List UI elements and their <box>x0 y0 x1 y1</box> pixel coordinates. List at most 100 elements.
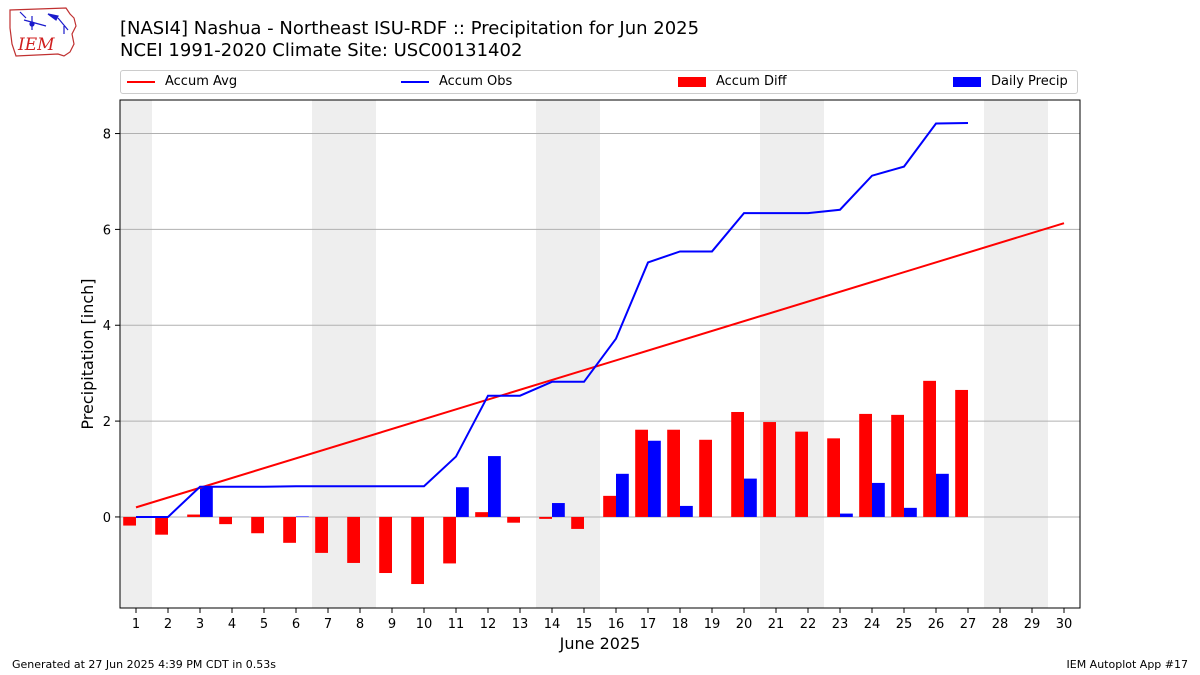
accum-diff-bar <box>187 514 200 517</box>
footer-app-id: IEM Autoplot App #17 <box>1066 658 1189 671</box>
x-tick-label: 21 <box>768 617 785 632</box>
daily-precip-bar <box>648 440 661 517</box>
accum-obs-line <box>136 122 969 518</box>
x-tick-label: 10 <box>416 617 433 632</box>
legend-item-accum-diff: Accum Diff <box>678 74 787 90</box>
weekend-shade-day-22 <box>792 100 824 608</box>
x-tick-label: 12 <box>480 617 497 632</box>
x-tick-label: 20 <box>736 617 753 632</box>
accum-diff-bar <box>475 512 488 517</box>
accum-diff-bar <box>795 431 808 517</box>
x-tick-label: 5 <box>260 617 268 632</box>
accum-diff-bar <box>667 429 680 517</box>
accum-diff-bar <box>315 516 328 553</box>
daily-precip-bar <box>872 482 885 517</box>
x-tick-label: 7 <box>324 617 332 632</box>
chart-title-line2: NCEI 1991-2020 Climate Site: USC00131402 <box>120 40 523 61</box>
legend-swatch-daily-precip <box>953 76 981 87</box>
accum-diff-bar <box>891 414 904 517</box>
daily-precip-bar <box>840 513 853 517</box>
daily-precip-bar <box>744 478 757 517</box>
x-tick-label: 19 <box>704 617 721 632</box>
daily-precip-bar <box>296 516 309 517</box>
accum-diff-bar <box>155 516 168 535</box>
accum-diff-bar <box>603 495 616 517</box>
daily-precip-bar <box>936 473 949 517</box>
legend-label-accum-obs: Accum Obs <box>439 74 513 89</box>
accum-diff-bar <box>635 429 648 517</box>
daily-precip-bar <box>904 507 917 517</box>
daily-precip-bar <box>456 487 469 517</box>
weekend-shade-day-29 <box>1016 100 1048 608</box>
x-tick-label: 15 <box>576 617 593 632</box>
y-axis-label: Precipitation [inch] <box>78 278 97 429</box>
accum-diff-bar <box>251 516 264 534</box>
daily-precip-bar <box>200 486 213 517</box>
y-tick-label: 4 <box>103 319 111 334</box>
x-tick-label: 22 <box>800 617 817 632</box>
accum-diff-bar <box>411 516 424 585</box>
x-tick-label: 29 <box>1024 617 1041 632</box>
y-tick-label: 0 <box>103 511 111 526</box>
accum-diff-bar <box>827 438 840 517</box>
accum-diff-bar <box>219 516 232 525</box>
x-tick-label: 25 <box>896 617 913 632</box>
weather-station-icon <box>19 11 69 34</box>
x-tick-label: 4 <box>228 617 236 632</box>
weekend-shade-day-15 <box>568 100 600 608</box>
x-tick-label: 17 <box>640 617 657 632</box>
accum-diff-bar <box>699 439 712 517</box>
weekend-shade-day-1 <box>120 100 152 608</box>
legend-swatch-accum-obs <box>401 80 429 83</box>
x-tick-label: 13 <box>512 617 529 632</box>
accum-diff-bar <box>443 516 456 564</box>
legend-label-accum-diff: Accum Diff <box>716 74 787 89</box>
x-tick-label: 8 <box>356 617 364 632</box>
x-tick-label: 16 <box>608 617 625 632</box>
accum-diff-bar <box>123 516 136 526</box>
accum-diff-bar <box>347 516 360 563</box>
x-tick-label: 2 <box>164 617 172 632</box>
accum-diff-bar <box>507 516 520 523</box>
accum-diff-bar <box>539 516 552 519</box>
chart-legend: Accum Avg Accum Obs Accum Diff Daily Pre… <box>120 70 1078 94</box>
axes: 1 2 3 4 5 6 7 8 9 10 11 12 13 14 15 16 17 18 19 20 21 22 23 24 2… <box>103 99 1081 632</box>
legend-swatch-accum-diff <box>678 76 706 87</box>
footer-generated: Generated at 27 Jun 2025 4:39 PM CDT in … <box>12 658 277 671</box>
daily-precip-bar <box>552 503 565 517</box>
x-tick-label: 11 <box>448 617 465 632</box>
x-tick-label: 24 <box>864 617 881 632</box>
accum-diff-bar <box>571 516 584 529</box>
accum-diff-bar <box>923 380 936 517</box>
legend-label-daily-precip: Daily Precip <box>991 74 1068 89</box>
legend-item-accum-avg: Accum Avg <box>127 74 237 90</box>
accum-diff-bar <box>955 389 968 517</box>
x-tick-label: 3 <box>196 617 204 632</box>
weekend-shading <box>120 100 1048 608</box>
accum-avg-line <box>135 222 1065 509</box>
x-tick-label: 18 <box>672 617 689 632</box>
bar-series <box>123 380 968 585</box>
accum-diff-bar <box>283 516 296 543</box>
weekend-shade-day-21 <box>760 100 792 608</box>
x-tick-label: 28 <box>992 617 1009 632</box>
weekend-shade-day-28 <box>984 100 1016 608</box>
y-tick-label: 6 <box>103 223 111 238</box>
daily-precip-bar <box>488 456 501 517</box>
accum-diff-bar <box>731 411 744 517</box>
accum-diff-bar <box>763 422 776 517</box>
weekend-shade-day-14 <box>536 100 568 608</box>
daily-precip-bar <box>680 505 693 517</box>
iem-logo: IEM <box>9 7 77 57</box>
line-series <box>135 122 1065 518</box>
x-tick-label: 9 <box>388 617 396 632</box>
x-axis-label: June 2025 <box>559 634 641 653</box>
daily-precip-bar <box>616 473 629 517</box>
x-tick-label: 26 <box>928 617 945 632</box>
x-tick-label: 1 <box>132 617 140 632</box>
y-tick-label: 8 <box>103 128 111 143</box>
x-tick-label: 27 <box>960 617 977 632</box>
x-tick-label: 14 <box>544 617 561 632</box>
y-tick-label: 2 <box>103 415 111 430</box>
